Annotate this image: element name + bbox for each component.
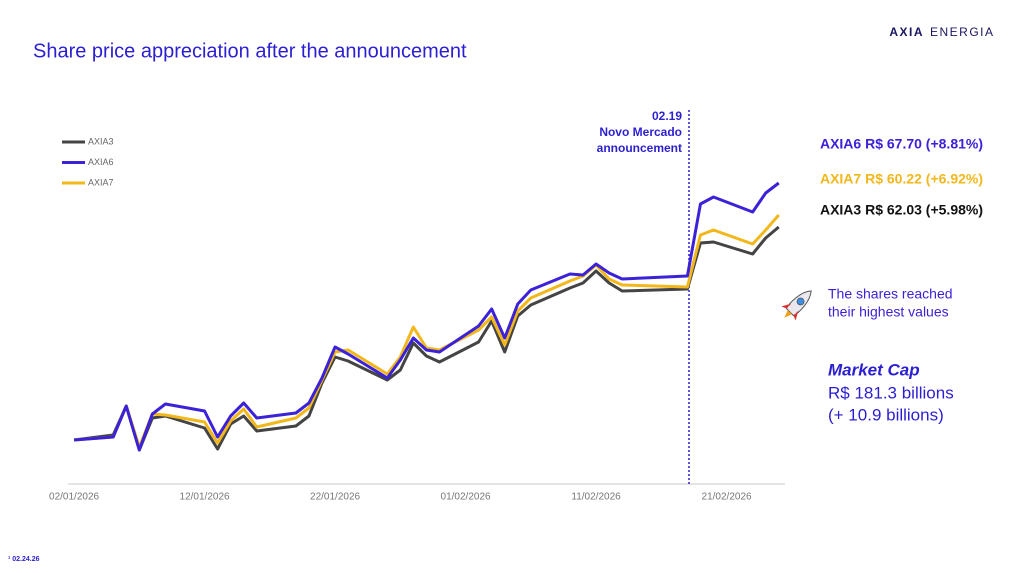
legend-label: AXIA6 [88,157,114,167]
x-tick-label: 22/01/2026 [310,492,360,503]
note: their highest values [828,304,949,320]
series-line [73,225,780,452]
x-tick-label: 12/01/2026 [180,492,230,503]
market-cap-line: R$ 181.3 billions [828,383,954,402]
x-tick-label: 02/01/2026 [49,492,99,503]
rocket [781,290,812,321]
footer: ¹ 02.24.26 [8,556,40,563]
annotation: announcement [597,141,682,155]
series-line [73,181,780,452]
x-tick-label: 11/02/2026 [571,492,621,503]
market-cap-title: Market Cap [828,360,920,379]
note: The shares reached [828,286,953,302]
end-label: AXIA7 R$ 60.22 (+6.92%) [820,171,983,187]
series-line [73,214,780,449]
annotation: Novo Mercado [599,125,682,139]
brand-bold: AXIA [889,25,924,39]
annotation: 02.19 [652,109,682,123]
end-label: AXIA6 R$ 67.70 (+8.81%) [820,136,983,152]
x-tick-label: 21/02/2026 [702,492,752,503]
legend-label: AXIA7 [88,177,114,187]
x-tick-label: 01/02/2026 [441,492,491,503]
brand-light: ENERGIA [930,25,995,39]
market-cap-line: (+ 10.9 billions) [828,405,944,424]
title: Share price appreciation after the annou… [33,40,467,62]
end-label: AXIA3 R$ 62.03 (+5.98%) [820,202,983,218]
legend-label: AXIA3 [88,136,114,146]
